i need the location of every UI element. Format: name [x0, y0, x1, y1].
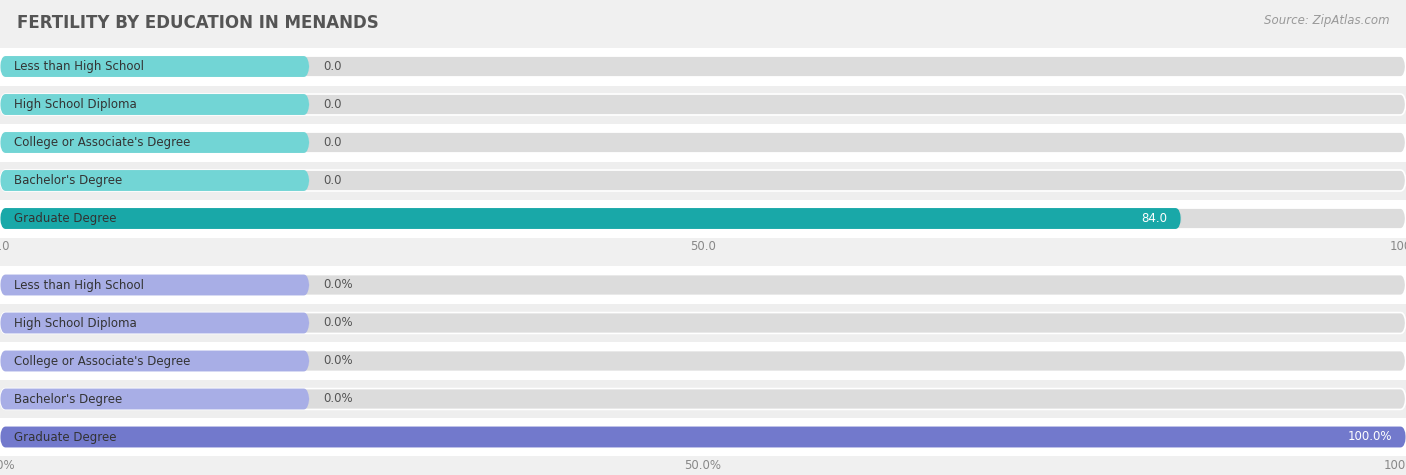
Text: Less than High School: Less than High School	[14, 60, 143, 73]
FancyBboxPatch shape	[0, 124, 1406, 162]
FancyBboxPatch shape	[0, 275, 309, 295]
FancyBboxPatch shape	[0, 94, 1406, 115]
FancyBboxPatch shape	[0, 427, 1406, 447]
Text: 100.0%: 100.0%	[1347, 430, 1392, 444]
Text: 0.0%: 0.0%	[323, 354, 353, 368]
FancyBboxPatch shape	[0, 200, 1406, 238]
FancyBboxPatch shape	[0, 208, 1406, 229]
FancyBboxPatch shape	[0, 56, 1406, 77]
Text: High School Diploma: High School Diploma	[14, 98, 136, 111]
FancyBboxPatch shape	[0, 304, 1406, 342]
Text: Graduate Degree: Graduate Degree	[14, 430, 117, 444]
FancyBboxPatch shape	[0, 380, 1406, 418]
FancyBboxPatch shape	[0, 351, 309, 371]
FancyBboxPatch shape	[0, 389, 1406, 409]
FancyBboxPatch shape	[0, 86, 1406, 124]
FancyBboxPatch shape	[0, 427, 1406, 447]
FancyBboxPatch shape	[0, 351, 1406, 371]
FancyBboxPatch shape	[0, 48, 1406, 86]
Text: FERTILITY BY EDUCATION IN MENANDS: FERTILITY BY EDUCATION IN MENANDS	[17, 14, 378, 32]
Text: 0.0%: 0.0%	[323, 316, 353, 330]
Text: Bachelor's Degree: Bachelor's Degree	[14, 174, 122, 187]
FancyBboxPatch shape	[0, 389, 309, 409]
FancyBboxPatch shape	[0, 208, 1181, 229]
Text: 84.0: 84.0	[1142, 212, 1167, 225]
FancyBboxPatch shape	[0, 132, 1406, 153]
Text: Less than High School: Less than High School	[14, 278, 143, 292]
FancyBboxPatch shape	[0, 170, 1406, 191]
Text: 0.0%: 0.0%	[323, 392, 353, 406]
Text: College or Associate's Degree: College or Associate's Degree	[14, 354, 190, 368]
FancyBboxPatch shape	[0, 94, 309, 115]
FancyBboxPatch shape	[0, 342, 1406, 380]
FancyBboxPatch shape	[0, 132, 309, 153]
Text: Source: ZipAtlas.com: Source: ZipAtlas.com	[1264, 14, 1389, 27]
FancyBboxPatch shape	[0, 313, 309, 333]
FancyBboxPatch shape	[0, 418, 1406, 456]
FancyBboxPatch shape	[0, 162, 1406, 199]
Text: 0.0%: 0.0%	[323, 278, 353, 292]
Text: 0.0: 0.0	[323, 136, 342, 149]
Text: High School Diploma: High School Diploma	[14, 316, 136, 330]
FancyBboxPatch shape	[0, 266, 1406, 304]
FancyBboxPatch shape	[0, 275, 1406, 295]
Text: 0.0: 0.0	[323, 174, 342, 187]
Text: College or Associate's Degree: College or Associate's Degree	[14, 136, 190, 149]
FancyBboxPatch shape	[0, 170, 309, 191]
FancyBboxPatch shape	[0, 313, 1406, 333]
Text: 0.0: 0.0	[323, 60, 342, 73]
Text: Bachelor's Degree: Bachelor's Degree	[14, 392, 122, 406]
Text: Graduate Degree: Graduate Degree	[14, 212, 117, 225]
FancyBboxPatch shape	[0, 56, 309, 77]
Text: 0.0: 0.0	[323, 98, 342, 111]
